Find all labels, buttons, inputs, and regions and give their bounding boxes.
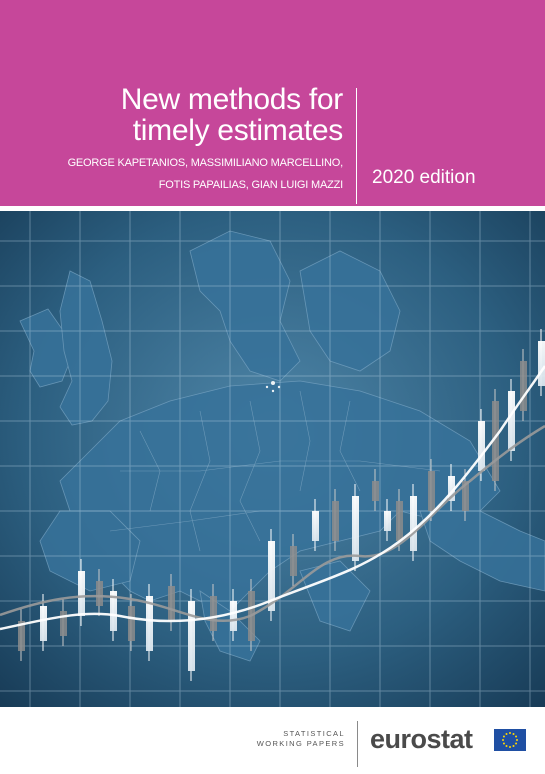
candle-body bbox=[332, 501, 339, 541]
flag-star bbox=[505, 745, 508, 748]
candle-body bbox=[478, 421, 485, 471]
header-divider bbox=[356, 88, 357, 204]
authors-line-1: GEORGE KAPETANIOS, MASSIMILIANO MARCELLI… bbox=[67, 157, 344, 169]
flag-star bbox=[516, 739, 518, 741]
title-line-2: timely estimates bbox=[132, 114, 344, 147]
candle-body bbox=[168, 586, 175, 621]
flag-star bbox=[509, 732, 511, 734]
eurostat-logo: eurostat bbox=[370, 724, 473, 754]
candle-body bbox=[290, 546, 297, 576]
candle-body bbox=[110, 591, 117, 631]
series-line-2: WORKING PAPERS bbox=[256, 739, 345, 748]
footer-divider bbox=[357, 721, 358, 767]
report-title: New methods for timely estimates bbox=[13, 83, 344, 147]
flag-star bbox=[515, 735, 518, 738]
candle-body bbox=[146, 596, 153, 651]
flag-star bbox=[502, 742, 505, 745]
candle-body bbox=[188, 601, 195, 671]
authors-line-2: FOTIS PAPAILIAS, GIAN LUIGI MAZZI bbox=[158, 179, 344, 191]
candle-body bbox=[384, 511, 391, 531]
series-line-1: STATISTICAL bbox=[283, 729, 345, 738]
candle-body bbox=[372, 481, 379, 501]
edition-label: 2020 edition bbox=[372, 167, 476, 188]
cover-footer: STATISTICAL WORKING PAPERS eurostat bbox=[0, 707, 545, 774]
candle-body bbox=[520, 361, 527, 411]
candle-body bbox=[428, 471, 435, 511]
candle-body bbox=[492, 401, 499, 481]
candle-body bbox=[210, 596, 217, 631]
flag-star bbox=[515, 742, 518, 745]
candle-body bbox=[60, 611, 67, 636]
cover-header: New methods for timely estimates GEORGE … bbox=[0, 0, 545, 206]
candle-body bbox=[40, 606, 47, 641]
flag-star bbox=[512, 745, 515, 748]
candle-body bbox=[230, 601, 237, 631]
candle-body bbox=[78, 571, 85, 616]
eu-flag-icon bbox=[494, 729, 526, 751]
candle-body bbox=[410, 496, 417, 551]
candle-body bbox=[18, 621, 25, 651]
cover-illustration bbox=[0, 211, 545, 707]
flag-star bbox=[505, 732, 508, 735]
candle-body bbox=[312, 511, 319, 541]
candle-body bbox=[96, 581, 103, 606]
europe-map-illustration bbox=[0, 211, 545, 707]
title-line-1: New methods for bbox=[120, 83, 344, 116]
report-authors: GEORGE KAPETANIOS, MASSIMILIANO MARCELLI… bbox=[13, 152, 344, 196]
flag-star bbox=[502, 735, 505, 738]
flag-star bbox=[512, 732, 515, 735]
candle-body bbox=[352, 496, 359, 561]
candle-body bbox=[538, 341, 545, 386]
candle-body bbox=[448, 476, 455, 501]
candle-body bbox=[128, 606, 135, 641]
series-label: STATISTICAL WORKING PAPERS bbox=[145, 729, 345, 749]
candle-body bbox=[396, 501, 403, 541]
candle-body bbox=[268, 541, 275, 611]
flag-star bbox=[509, 746, 511, 748]
flag-star bbox=[502, 739, 504, 741]
candlestick-chart-illustration bbox=[18, 329, 545, 681]
candle-body bbox=[508, 391, 515, 451]
candle-body bbox=[462, 481, 469, 511]
